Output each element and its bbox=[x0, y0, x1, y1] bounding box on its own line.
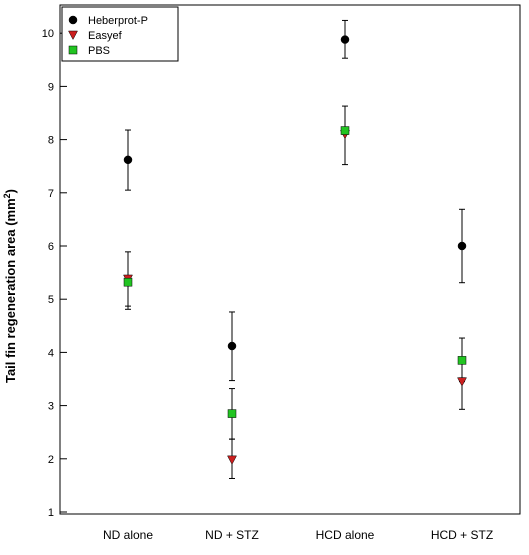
data-point-pbs bbox=[227, 409, 237, 418]
data-point-easyef bbox=[227, 455, 237, 465]
error-bars bbox=[125, 19, 465, 479]
plot-frame bbox=[59, 4, 521, 515]
y-tick-label: 7 bbox=[48, 188, 54, 200]
x-category-label: ND alone bbox=[103, 528, 153, 542]
data-point-heberprot-p bbox=[457, 241, 467, 251]
legend-marker-heberprot-p bbox=[68, 15, 78, 25]
y-tick-label: 1 bbox=[48, 507, 54, 519]
legend-label-easyef: Easyef bbox=[88, 30, 123, 42]
legend-label-heberprot-p: Heberprot-P bbox=[88, 15, 148, 27]
x-category-label: ND + STZ bbox=[205, 528, 259, 542]
data-point-easyef bbox=[457, 377, 467, 387]
data-point-pbs bbox=[123, 277, 133, 287]
data-point-pbs bbox=[457, 356, 467, 365]
y-tick-label: 10 bbox=[42, 28, 54, 40]
data-markers bbox=[123, 35, 467, 465]
legend-marker-pbs bbox=[68, 45, 78, 55]
y-tick-label: 3 bbox=[48, 401, 54, 413]
axes: 1 2 3 4 5 6 7 8 9 10 ND alone ND + STZ HCD alone HCD … bbox=[42, 4, 521, 542]
legend: Heberprot-P Easyef PBS bbox=[61, 6, 179, 62]
y-axis-label-text: Tail fin regeneration area (mm bbox=[3, 198, 18, 383]
x-category-label: HCD alone bbox=[316, 528, 375, 542]
y-axis-label-superscript: 2 bbox=[2, 193, 12, 198]
data-point-heberprot-p bbox=[123, 155, 133, 165]
legend-box bbox=[61, 6, 179, 62]
y-tick-label: 9 bbox=[48, 81, 54, 93]
data-point-pbs bbox=[340, 126, 350, 135]
y-tick-label: 2 bbox=[48, 454, 54, 466]
y-axis-label: Tail fin regeneration area (mm2) bbox=[2, 189, 18, 383]
y-tick-label: 8 bbox=[48, 135, 54, 147]
y-tick-label: 5 bbox=[48, 294, 54, 306]
x-category-label: HCD + STZ bbox=[431, 528, 493, 542]
y-tick-label: 6 bbox=[48, 241, 54, 253]
data-point-heberprot-p bbox=[227, 341, 237, 351]
y-axis-label-close: ) bbox=[3, 189, 18, 193]
data-point-heberprot-p bbox=[340, 35, 350, 44]
legend-label-pbs: PBS bbox=[88, 45, 110, 57]
legend-marker-easyef bbox=[68, 30, 78, 41]
y-tick-label: 4 bbox=[48, 347, 54, 359]
